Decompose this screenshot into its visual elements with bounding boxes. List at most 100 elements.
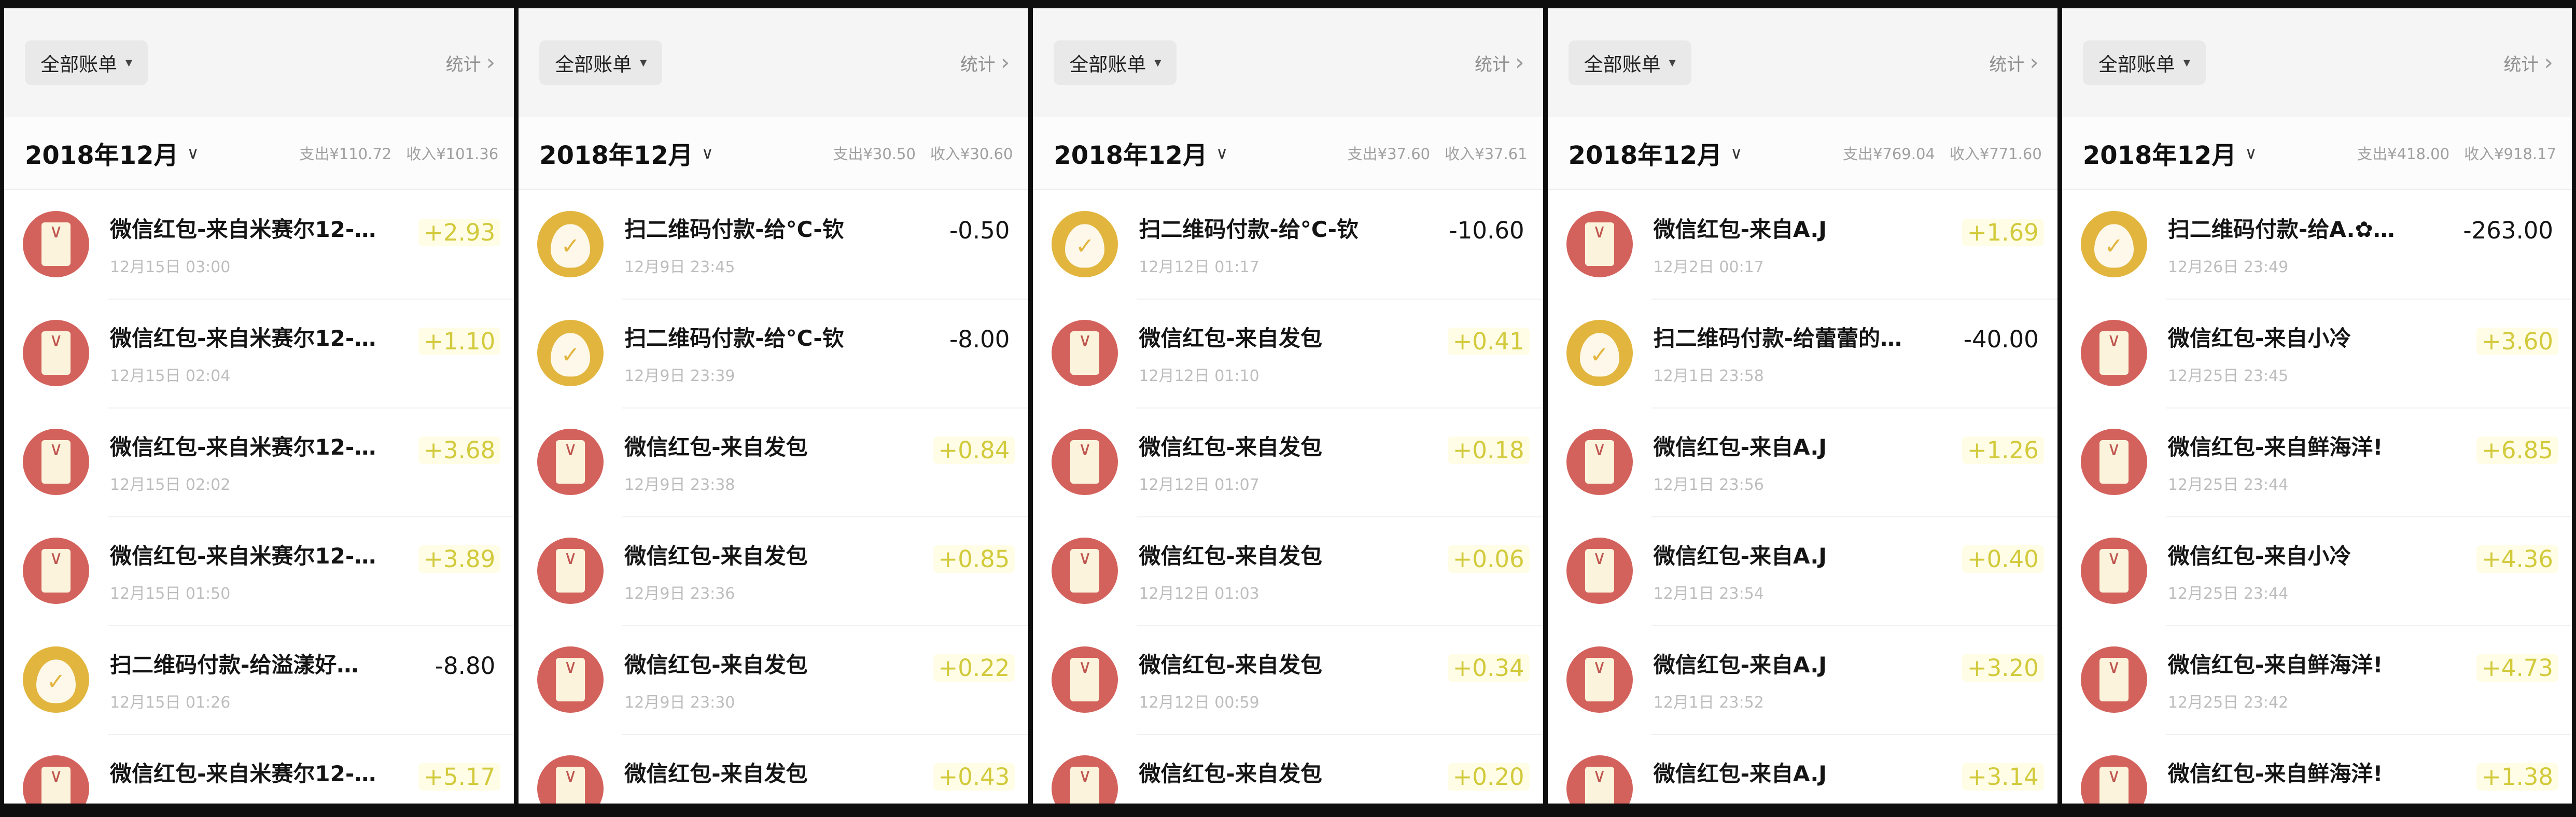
month-selector[interactable]: 2018年12月 ∨ (1054, 135, 1228, 171)
transaction-row[interactable]: 扫二维码付款-给°C-钦 12月9日 23:39 -8.00 (519, 299, 1029, 407)
transaction-info: 微信红包-来自A.J 12月1日 23:50 (1654, 756, 1962, 804)
money-bag-icon (1052, 211, 1118, 277)
bill-column-header: 全部账单 ▾ 统计 › (1033, 8, 1543, 117)
transaction-date: 12月9日 23:36 (624, 584, 735, 603)
transaction-row[interactable]: 微信红包-来自A.J 12月2日 00:17 +1.69 (1547, 190, 2057, 299)
stats-link[interactable]: 统计 › (446, 50, 496, 76)
transaction-row[interactable]: 微信红包-来自A.J 12月1日 23:52 +3.20 (1547, 625, 2057, 734)
transaction-title: 微信红包-来自发包 (624, 543, 808, 569)
transaction-info: 微信红包-来自发包 12月12日 00:55 (1139, 756, 1447, 804)
red-packet-icon (1052, 538, 1118, 604)
expense-total: 支出¥769.04 (1842, 145, 1935, 163)
transaction-title: 微信红包-来自鲜海洋! (2167, 434, 2383, 460)
stats-link[interactable]: 统计 › (2503, 50, 2553, 76)
transaction-row[interactable]: 扫二维码付款-给°C-钦 12月9日 23:45 -0.50 (519, 190, 1029, 299)
transaction-row[interactable]: 微信红包-来自发包 12月12日 00:55 +0.20 (1033, 734, 1543, 804)
transaction-row[interactable]: 微信红包-来自A.J 12月1日 23:54 +0.40 (1547, 516, 2057, 625)
transaction-row[interactable]: 微信红包-来自发包 12月12日 01:03 +0.06 (1033, 516, 1543, 625)
chevron-down-icon: ∨ (2245, 143, 2257, 163)
transaction-title: 扫二维码付款-给°C-钦 (624, 325, 844, 351)
stats-label: 统计 (1475, 54, 1510, 75)
transaction-row[interactable]: 微信红包-来自发包 12月9日 23:36 +0.85 (519, 516, 1029, 625)
red-packet-icon (2080, 538, 2147, 604)
transaction-row[interactable]: 扫二维码付款-给A.✿… 12月26日 23:49 -263.00 (2062, 190, 2572, 299)
transaction-info: 微信红包-来自鲜海洋! 12月25日 23:42 (2168, 647, 2476, 712)
transaction-info: 微信红包-来自A.J 12月1日 23:56 (1654, 430, 1962, 495)
red-packet-icon (23, 429, 89, 495)
transaction-row[interactable]: 微信红包-来自米赛尔12-… 12月15日 02:04 +1.10 (4, 299, 514, 407)
stats-label: 统计 (2503, 54, 2539, 75)
transaction-row[interactable]: 微信红包-来自米赛尔12-… 12月15日 01:20 +5.17 (4, 734, 514, 804)
red-packet-icon (2080, 755, 2147, 804)
chevron-right-icon: › (1000, 49, 1010, 76)
transaction-row[interactable]: 微信红包-来自发包 12月12日 00:59 +0.34 (1033, 625, 1543, 734)
transaction-amount: +0.20 (1447, 763, 1530, 791)
transaction-row[interactable]: 微信红包-来自小冷 12月25日 23:45 +3.60 (2062, 299, 2572, 407)
chevron-right-icon: › (2544, 49, 2554, 76)
transaction-amount: +0.84 (933, 436, 1015, 464)
transaction-row[interactable]: 微信红包-来自发包 12月12日 01:07 +0.18 (1033, 407, 1543, 516)
transaction-title: 微信红包-来自A.J (1653, 543, 1827, 569)
transaction-row[interactable]: 微信红包-来自发包 12月9日 23:38 +0.84 (519, 407, 1029, 516)
transaction-row[interactable]: 微信红包-来自米赛尔12-… 12月15日 03:00 +2.93 (4, 190, 514, 299)
transaction-row[interactable]: 微信红包-来自发包 12月9日 23:30 +0.22 (519, 625, 1029, 734)
stats-link[interactable]: 统计 › (960, 50, 1010, 76)
transaction-row[interactable]: 扫二维码付款-给°C-钦 12月12日 01:17 -10.60 (1033, 190, 1543, 299)
red-packet-icon (1566, 646, 1633, 713)
transaction-row[interactable]: 微信红包-来自鲜海洋! 12月25日 23:44 +6.85 (2062, 407, 2572, 516)
transaction-info: 微信红包-来自A.J 12月1日 23:52 (1654, 647, 1962, 712)
transaction-row[interactable]: 微信红包-来自鲜海洋! 12月25日 23:40 +1.38 (2062, 734, 2572, 804)
transaction-amount: +3.20 (1962, 654, 2044, 682)
transaction-row[interactable]: 微信红包-来自A.J 12月1日 23:56 +1.26 (1547, 407, 2057, 516)
all-bills-filter-label: 全部账单 (2098, 53, 2175, 76)
red-packet-icon (1052, 320, 1118, 386)
transaction-row[interactable]: 微信红包-来自米赛尔12-… 12月15日 01:50 +3.89 (4, 516, 514, 625)
chevron-down-icon: ∨ (1730, 143, 1743, 163)
transaction-row[interactable]: 微信红包-来自A.J 12月1日 23:50 +3.14 (1547, 734, 2057, 804)
transaction-title: 微信红包-来自A.J (1653, 216, 1827, 242)
month-summary-row: 2018年12月 ∨ 支出¥418.00 收入¥918.17 (2062, 117, 2572, 190)
month-summary-row: 2018年12月 ∨ 支出¥769.04 收入¥771.60 (1547, 117, 2057, 190)
transaction-row[interactable]: 微信红包-来自发包 12月9日 23:28 +0.43 (519, 734, 1029, 804)
money-bag-icon (2080, 211, 2147, 277)
month-selector[interactable]: 2018年12月 ∨ (539, 135, 713, 171)
stats-link[interactable]: 统计 › (1475, 50, 1524, 76)
transaction-row[interactable]: 扫二维码付款-给蕾蕾的… 12月1日 23:58 -40.00 (1547, 299, 2057, 407)
transaction-amount: +1.38 (2476, 763, 2559, 791)
all-bills-filter[interactable]: 全部账单 ▾ (2082, 40, 2206, 85)
transaction-title: 扫二维码付款-给°C-钦 (624, 216, 844, 242)
transaction-amount: +0.18 (1447, 436, 1530, 464)
transaction-list: 扫二维码付款-给A.✿… 12月26日 23:49 -263.00 微信红包-来… (2062, 190, 2572, 804)
stats-link[interactable]: 统计 › (1989, 50, 2039, 76)
month-totals: 支出¥418.00 收入¥918.17 (2357, 142, 2556, 164)
month-selector[interactable]: 2018年12月 ∨ (1569, 135, 1743, 171)
transaction-amount: +0.06 (1447, 545, 1530, 573)
transaction-title: 微信红包-来自A.J (1653, 434, 1827, 460)
caret-down-icon: ▾ (640, 55, 647, 71)
red-packet-icon (1052, 755, 1118, 804)
all-bills-filter[interactable]: 全部账单 ▾ (25, 40, 148, 85)
transaction-row[interactable]: 微信红包-来自发包 12月12日 01:10 +0.41 (1033, 299, 1543, 407)
all-bills-filter[interactable]: 全部账单 ▾ (539, 40, 663, 85)
transaction-date: 12月2日 00:17 (1653, 258, 1764, 276)
transaction-info: 微信红包-来自发包 12月12日 01:03 (1139, 539, 1447, 603)
expense-total: 支出¥110.72 (299, 145, 392, 163)
transaction-row[interactable]: 扫二维码付款-给溢漾好… 12月15日 01:26 -8.80 (4, 625, 514, 734)
transaction-row[interactable]: 微信红包-来自米赛尔12-… 12月15日 02:02 +3.68 (4, 407, 514, 516)
income-total: 收入¥30.60 (930, 145, 1013, 163)
transaction-info: 扫二维码付款-给A.✿… 12月26日 23:49 (2168, 212, 2463, 277)
red-packet-icon (23, 320, 89, 386)
all-bills-filter[interactable]: 全部账单 ▾ (1568, 40, 1691, 85)
transaction-title: 微信红包-来自A.J (1653, 760, 1827, 786)
transaction-row[interactable]: 微信红包-来自小冷 12月25日 23:44 +4.36 (2062, 516, 2572, 625)
transaction-info: 微信红包-来自发包 12月9日 23:30 (624, 647, 933, 712)
month-selector[interactable]: 2018年12月 ∨ (2083, 135, 2257, 171)
transaction-list: 微信红包-来自米赛尔12-… 12月15日 03:00 +2.93 微信红包-来… (4, 190, 514, 804)
transaction-amount: +6.85 (2476, 436, 2559, 464)
chevron-right-icon: › (2029, 49, 2039, 76)
transaction-row[interactable]: 微信红包-来自鲜海洋! 12月25日 23:42 +4.73 (2062, 625, 2572, 734)
red-packet-icon (537, 538, 604, 604)
all-bills-filter[interactable]: 全部账单 ▾ (1054, 40, 1177, 85)
month-selector[interactable]: 2018年12月 ∨ (25, 135, 199, 171)
transaction-title: 微信红包-来自A.J (1653, 652, 1827, 678)
